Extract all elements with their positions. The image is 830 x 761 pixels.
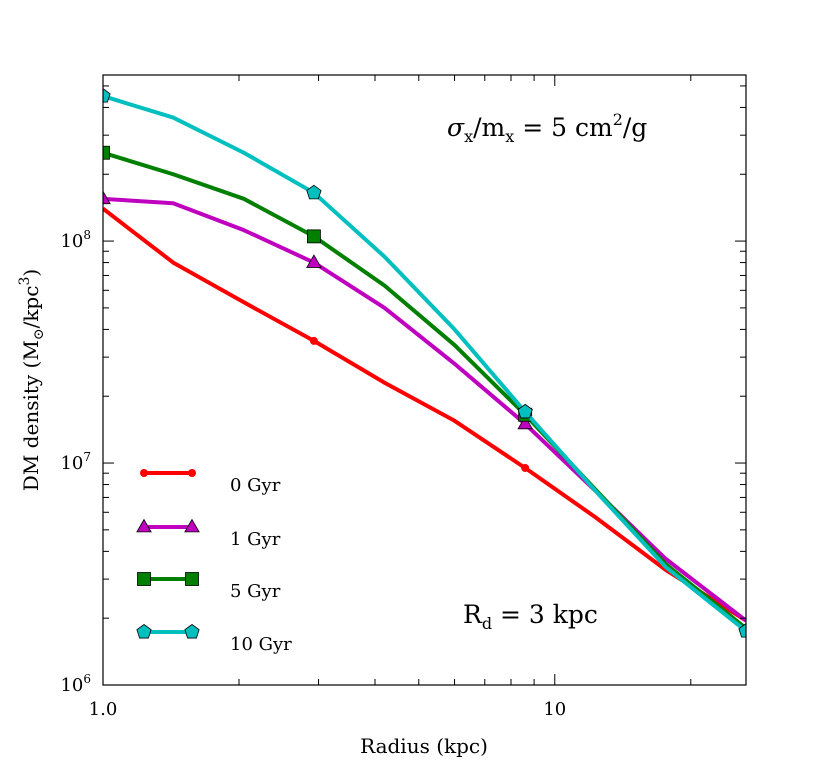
data-point (309, 336, 318, 345)
y-tick-label: 106 (60, 672, 91, 696)
legend-marker (185, 572, 199, 586)
y-tick-label: 107 (60, 450, 91, 474)
data-point (517, 415, 534, 430)
legend-label: 5 Gyr (230, 581, 281, 602)
data-point (103, 190, 111, 205)
data-point (521, 463, 530, 472)
series-line (103, 207, 746, 623)
legend-label: 10 Gyr (230, 634, 292, 655)
series-line (103, 94, 746, 633)
y-tick-label: 108 (60, 228, 91, 252)
legend-item: 5 Gyr (137, 572, 281, 602)
series-0-gyr (103, 207, 746, 623)
annotation-disk-scale: Rd = 3 kpc (463, 600, 598, 633)
legend-marker (140, 469, 148, 477)
legend-marker (136, 518, 152, 533)
x-tick-label: 1.0 (89, 699, 118, 720)
legend-marker (188, 469, 196, 477)
data-point (307, 229, 321, 244)
legend-marker (184, 624, 200, 639)
x-axis-label: Radius (kpc) (360, 734, 488, 758)
legend-marker (184, 518, 200, 533)
data-point (103, 88, 111, 103)
data-point (306, 254, 322, 268)
legend-item: 10 Gyr (136, 624, 292, 655)
series-layer (103, 88, 746, 638)
annotation-cross-section: σx/mx = 5 cm2/g (447, 110, 647, 146)
x-tick-label: 10 (543, 699, 566, 720)
data-point (738, 623, 746, 638)
legend-label: 1 Gyr (230, 529, 281, 550)
legend-item: 0 Gyr (140, 469, 281, 496)
annotations: σx/mx = 5 cm2/g Rd = 3 kpc (447, 110, 647, 633)
legend-label: 0 Gyr (230, 475, 281, 496)
plot-frame (102, 74, 747, 686)
data-point (306, 184, 322, 200)
legend-marker (136, 624, 152, 639)
ticks-layer: 106 107 108 1.0 10 (60, 75, 746, 720)
data-point (517, 403, 533, 419)
y-axis-label: DM density (M⊙/kpc3) (17, 269, 47, 491)
legend: 0 Gyr 1 Gyr 5 Gyr 10 Gyr (136, 469, 292, 655)
legend-item: 1 Gyr (136, 518, 281, 550)
legend-marker (137, 572, 151, 586)
data-point (103, 145, 110, 160)
series-10-gyr (103, 88, 746, 638)
